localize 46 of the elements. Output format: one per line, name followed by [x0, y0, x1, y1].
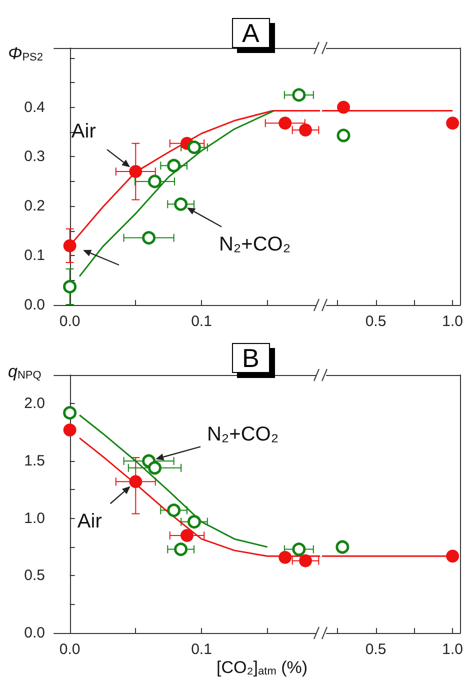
point [292, 88, 306, 102]
point [63, 239, 76, 252]
annotation: N₂+CO₂ [206, 424, 279, 446]
point [188, 140, 201, 154]
point [129, 165, 142, 178]
point [167, 504, 181, 518]
y-tick-label: 0.1 [24, 247, 45, 264]
x-tick-label: 1.0 [442, 313, 464, 330]
point [167, 158, 181, 172]
x-tick-label: 0.5 [365, 313, 386, 330]
y-tick-label: 0.0 [24, 624, 45, 642]
point [148, 461, 162, 475]
y-tick-label: 2.0 [24, 395, 45, 412]
point [299, 554, 312, 568]
x-tick-label: 1.0 [442, 641, 464, 658]
point [278, 116, 292, 130]
y-tick-label: 0.2 [24, 198, 45, 215]
y-tick-label: 0.3 [24, 148, 45, 166]
point [63, 424, 76, 437]
chart-title: B [242, 343, 260, 373]
point [174, 197, 188, 211]
point [63, 406, 77, 420]
annotation: N₂+CO₂ [218, 234, 291, 257]
chart-title: A [242, 18, 260, 48]
point [299, 124, 312, 137]
y-tick-label: 1.5 [24, 452, 45, 470]
point [278, 550, 292, 564]
point [148, 174, 162, 188]
point [188, 515, 201, 529]
x-tick-label: 0.1 [191, 641, 212, 658]
point [180, 529, 194, 542]
y-tick-label: 0.5 [24, 567, 45, 584]
x-tick-label: 0.0 [59, 313, 80, 330]
point [129, 475, 142, 488]
x-tick-label: 0.5 [365, 641, 386, 658]
y-tick-label: 1.0 [24, 510, 45, 527]
x-tick-label: 0.0 [59, 641, 80, 658]
point [63, 280, 77, 294]
point [174, 542, 188, 556]
y-tick-label: 0.4 [24, 98, 45, 116]
y-tick-label: 0.0 [24, 296, 45, 314]
annotation: Air [77, 510, 102, 534]
point [292, 542, 306, 556]
annotation: Air [71, 120, 96, 144]
x-tick-label: 0.1 [191, 313, 212, 330]
point [142, 231, 156, 245]
